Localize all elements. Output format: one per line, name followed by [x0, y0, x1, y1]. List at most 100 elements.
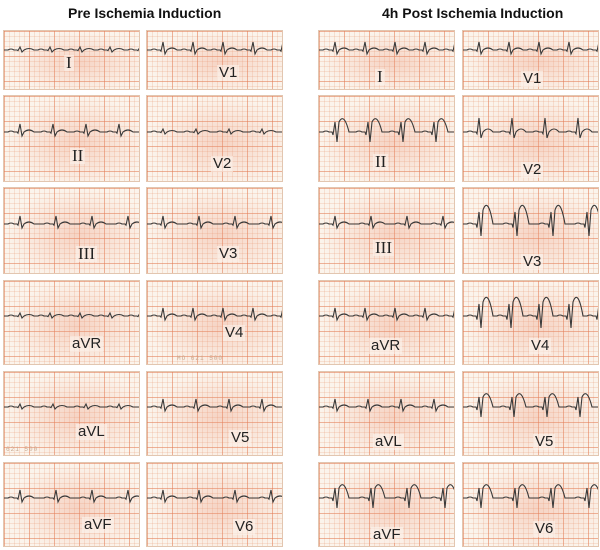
- post-lead-V2-panel: V2: [462, 95, 599, 182]
- ecg-trace: [463, 393, 598, 418]
- ecg-trace: [4, 402, 139, 410]
- post-ischemia-title: 4h Post Ischemia Induction: [382, 5, 564, 21]
- ecg-waveform: [463, 484, 598, 509]
- pre-lead-aVR-panel: aVR: [3, 280, 140, 365]
- ecg-waveform: [319, 215, 454, 230]
- pre-lead-II-panel: II: [3, 95, 140, 182]
- ecg-waveform: [147, 489, 282, 504]
- ecg-waveform: [147, 215, 282, 230]
- pre-lead-III-panel: III: [3, 187, 140, 274]
- ecg-waveform: [319, 307, 454, 322]
- ecg-trace: [319, 215, 454, 230]
- pre-lead-aVL-panel: aVL 621 500: [3, 371, 140, 456]
- ecg-waveform: [463, 117, 598, 139]
- ecg-trace: [463, 117, 598, 139]
- ecg-waveform: [4, 123, 139, 138]
- pre-aVL-paper-stamp: 621 500: [6, 446, 39, 453]
- ecg-trace: [319, 484, 454, 509]
- ecg-waveform: [4, 402, 139, 410]
- ecg-trace: [4, 215, 139, 230]
- ecg-trace: [147, 489, 282, 504]
- pre-lead-V1-panel: V1: [146, 30, 283, 90]
- pre-lead-I-label: I: [64, 53, 74, 72]
- pre-lead-V2-label: V2: [211, 155, 234, 172]
- post-lead-V3-label: V3: [521, 253, 544, 270]
- pre-lead-III-label: III: [76, 244, 97, 263]
- post-lead-aVF-label: aVF: [371, 526, 403, 543]
- ecg-waveform: [147, 398, 282, 413]
- pre-lead-V5-panel: V5: [146, 371, 283, 456]
- ecg-trace: [463, 41, 598, 56]
- pre-lead-V2-panel: V2: [146, 95, 283, 182]
- post-lead-aVR-label: aVR: [369, 337, 403, 354]
- ecg-waveform: [147, 127, 282, 135]
- pre-lead-aVR-label: aVR: [70, 335, 104, 352]
- post-lead-aVL-panel: aVL: [318, 371, 455, 456]
- ecg-waveform: [147, 307, 282, 322]
- ecg-waveform: [4, 489, 139, 504]
- ecg-trace: [4, 311, 139, 319]
- ecg-trace: [319, 118, 454, 143]
- ecg-waveform: [4, 311, 139, 319]
- ecg-trace: [4, 489, 139, 504]
- pre-lead-V6-panel: V6: [146, 462, 283, 547]
- ecg-waveform: [319, 398, 454, 413]
- post-lead-V1-label: V1: [521, 70, 544, 87]
- ecg-waveform: [463, 204, 598, 237]
- ecg-trace: [319, 307, 454, 322]
- ecg-trace: [463, 296, 598, 329]
- ecg-trace: [147, 41, 282, 56]
- ecg-waveform: [319, 41, 454, 56]
- pre-lead-V1-label: V1: [217, 64, 240, 81]
- ecg-trace: [319, 398, 454, 413]
- post-lead-V3-panel: V3: [462, 187, 599, 274]
- pre-lead-V4-panel: V4 MO 621 500: [146, 280, 283, 365]
- ecg-waveform: [463, 296, 598, 329]
- pre-lead-aVF-panel: aVF: [3, 462, 140, 547]
- ecg-waveform: [463, 41, 598, 56]
- ecg-waveform: [147, 41, 282, 56]
- pre-lead-V3-label: V3: [217, 245, 240, 262]
- pre-lead-V3-panel: V3: [146, 187, 283, 274]
- post-lead-aVF-panel: aVF: [318, 462, 455, 547]
- ecg-trace: [4, 123, 139, 138]
- ecg-trace: [4, 45, 139, 53]
- post-lead-III-label: III: [373, 238, 394, 257]
- post-lead-II-label: II: [373, 152, 389, 171]
- ecg-trace: [147, 307, 282, 322]
- pre-lead-aVL-label: aVL: [76, 423, 107, 440]
- pre-lead-I-panel: I: [3, 30, 140, 90]
- post-lead-aVL-label: aVL: [373, 433, 404, 450]
- post-lead-V6-label: V6: [533, 520, 556, 537]
- ecg-trace: [147, 127, 282, 135]
- post-lead-II-panel: II: [318, 95, 455, 182]
- pre-lead-V4-label: V4: [223, 324, 246, 341]
- pre-V4-paper-stamp: MO 621 500: [177, 355, 224, 362]
- pre-lead-aVF-label: aVF: [82, 516, 114, 533]
- ecg-waveform: [4, 215, 139, 230]
- post-lead-V1-panel: V1: [462, 30, 599, 90]
- ecg-waveform: [319, 118, 454, 143]
- post-lead-V5-label: V5: [533, 433, 556, 450]
- post-lead-aVR-panel: aVR: [318, 280, 455, 365]
- ecg-trace: [319, 41, 454, 56]
- post-lead-I-panel: I: [318, 30, 455, 90]
- post-lead-V6-panel: V6: [462, 462, 599, 547]
- post-lead-V4-label: V4: [529, 337, 552, 354]
- ecg-waveform: [463, 393, 598, 418]
- post-lead-V2-label: V2: [521, 161, 544, 178]
- ecg-trace: [147, 215, 282, 230]
- ecg-trace: [463, 204, 598, 237]
- pre-ischemia-title: Pre Ischemia Induction: [68, 5, 222, 21]
- post-lead-V4-panel: V4: [462, 280, 599, 365]
- pre-lead-V6-label: V6: [233, 518, 256, 535]
- ecg-trace: [147, 398, 282, 413]
- post-lead-V5-panel: V5: [462, 371, 599, 456]
- post-lead-I-label: I: [375, 67, 385, 86]
- ecg-waveform: [319, 484, 454, 509]
- pre-lead-V5-label: V5: [229, 429, 252, 446]
- post-lead-III-panel: III: [318, 187, 455, 274]
- pre-lead-II-label: II: [70, 146, 86, 165]
- ecg-trace: [463, 484, 598, 509]
- ecg-waveform: [4, 45, 139, 53]
